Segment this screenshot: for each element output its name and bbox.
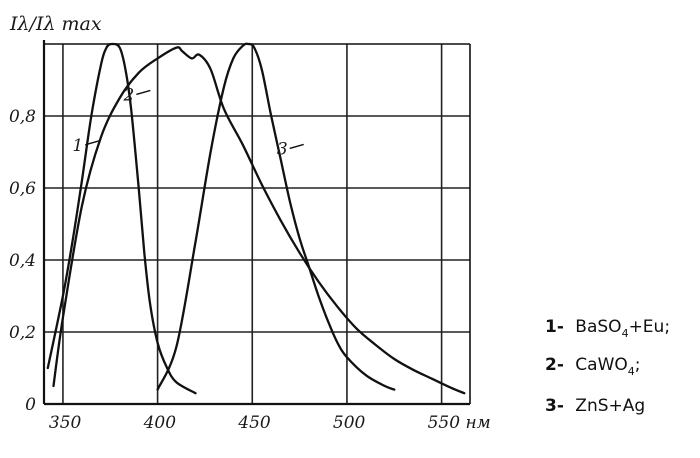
curve-label-leader-1 [85,140,100,146]
legend-formula-1: BaSO [575,317,621,337]
legend-entry-1: 1- BaSO4+Eu; [545,317,670,340]
legend-formula-2: CaWO [575,355,627,375]
y-tick-label-1: 0,2 [9,323,36,343]
y-tick-label-0: 0 [25,395,36,415]
legend-rest-2: ; [635,355,641,375]
x-tick-label-500: 500 [333,413,366,433]
curve-label-leader-3 [289,143,304,150]
x-tick-label-400: 400 [143,413,177,433]
y-axis-label: Iλ/Iλ max [9,13,102,35]
legend-num-2: 2- [545,355,564,375]
legend-rest-1: +Eu; [629,317,671,337]
curve-labels: 1 2 3 [72,85,304,159]
legend-entry-2: 2- CaWO4; [545,355,641,378]
x-tick-label-450: 450 [237,413,271,433]
curve-label-1: 1 [72,136,83,156]
y-tick-label-3: 0,6 [9,179,36,199]
curve-label-3: 3 [277,139,288,159]
legend-num-3: 3- [545,396,564,416]
x-tick-label-350: 350 [49,413,82,433]
x-tick-label-550: 550 нм [428,413,491,433]
legend-sub-1: 4 [622,327,629,340]
legend-sub-2: 4 [628,365,635,378]
legend: 1- BaSO4+Eu; 2- CaWO4; 3- ZnS+Ag [545,317,670,416]
curve-1 [46,42,197,395]
legend-num-1: 1- [545,317,564,337]
curve-3 [156,42,396,391]
axes: 0 0,2 0,4 0,6 0,8 350 400 450 500 550 нм [9,40,491,433]
y-tick-label-4: 0,8 [9,107,36,127]
grid [44,44,470,404]
y-tick-label-2: 0,4 [9,251,36,271]
curve-label-2: 2 [123,85,135,105]
curve-2 [52,46,466,395]
curves [46,42,466,395]
curve-label-leader-2 [136,89,151,96]
legend-formula-3: ZnS+Ag [575,396,645,416]
legend-entry-3: 3- ZnS+Ag [545,396,645,416]
